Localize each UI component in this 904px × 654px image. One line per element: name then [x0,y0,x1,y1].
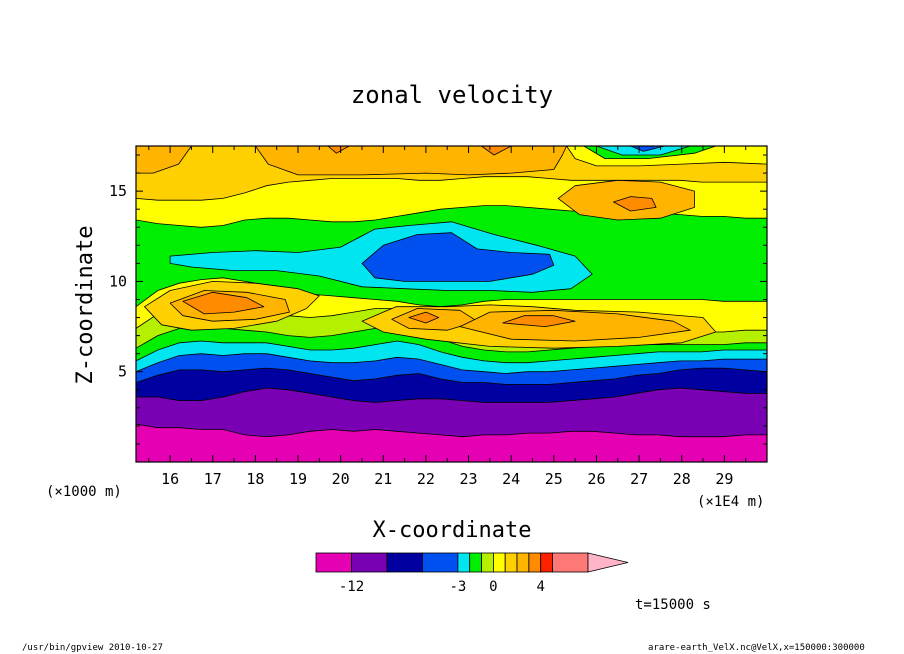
contour-orange-top-right [613,196,657,212]
chart-title: zonal velocity [351,81,553,109]
x-axis: 16 17 18 19 20 21 22 23 24 25 26 27 28 29 [148,146,747,488]
colorbar-segment [457,552,471,573]
colorbar-segment [516,552,530,573]
x-tick-label: 21 [374,470,392,488]
colorbar-segment [481,552,494,573]
colorbar-segment [421,552,459,573]
contour-orange-mid1 [408,311,440,324]
y-tick-label: 15 [109,182,127,200]
x-tick-label: 22 [417,470,435,488]
x-tick-label: 23 [460,470,478,488]
contour-orange-mid2 [502,315,576,327]
colorbar-segment [315,552,352,573]
colorbar-label: 4 [536,579,544,595]
x-unit-right: (×1E4 m) [697,494,764,510]
x-tick-label: 17 [204,470,222,488]
colorbar-label: 0 [489,579,497,595]
colorbar-segment [386,552,423,573]
x-tick-label: 28 [673,470,691,488]
contour-dark-gold-top-left [136,146,192,174]
x-tick-label: 26 [587,470,605,488]
contour-z1 [136,423,767,462]
colorbar-label: -12 [339,579,364,595]
contour-dark-gold-top-mid [255,146,567,176]
contour-orange-top-mid [327,146,350,154]
plot-frame [135,145,768,463]
colorbar-segment [504,552,518,573]
colorbar-segment [540,552,553,573]
contour-orange-top-mid2 [480,146,512,156]
x-tick-label: 29 [715,470,733,488]
x-tick-label: 27 [630,470,648,488]
time-label: t=15000 s [635,597,711,613]
contour-orange-left [182,291,265,315]
colorbar-segment [552,552,589,573]
footer-left: /usr/bin/gpview 2010-10-27 [22,643,163,653]
x-unit-left: (×1000 m) [46,484,122,500]
colorbar-extension [587,552,629,573]
x-tick-label: 18 [246,470,264,488]
y-axis-label: Z-coordinate [73,226,98,385]
x-tick-label: 20 [332,470,350,488]
contour-blue-core [361,232,555,282]
plot-area [136,146,767,462]
x-tick-label: 16 [161,470,179,488]
y-axis: 5 10 15 [109,154,767,445]
x-tick-label: 25 [545,470,563,488]
colorbar-segment [492,552,506,573]
y-tick-label: 10 [109,272,127,290]
colorbar-segment [469,552,482,573]
colorbar-label: -3 [449,579,466,595]
colorbar-segment [351,552,388,573]
x-tick-label: 19 [289,470,307,488]
colorbar-segment [528,552,542,573]
x-axis-label: X-coordinate [373,518,532,543]
footer-right: arare-earth_VelX.nc@VelX,x=150000:300000 [648,643,865,653]
colorbar: -12 -3 0 4 [315,552,629,595]
y-tick-label: 5 [118,363,127,381]
x-tick-label: 24 [502,470,520,488]
